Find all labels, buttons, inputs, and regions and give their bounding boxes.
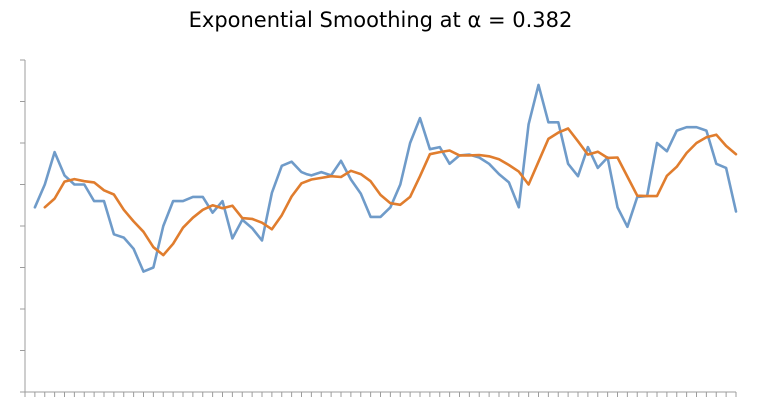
- x-axis-ticks: [24, 392, 737, 397]
- series-line-actual: [33, 83, 738, 273]
- chart-title: Exponential Smoothing at α = 0.382: [188, 8, 573, 32]
- series-layer: [33, 83, 738, 273]
- series-line-smoothed: [43, 127, 738, 257]
